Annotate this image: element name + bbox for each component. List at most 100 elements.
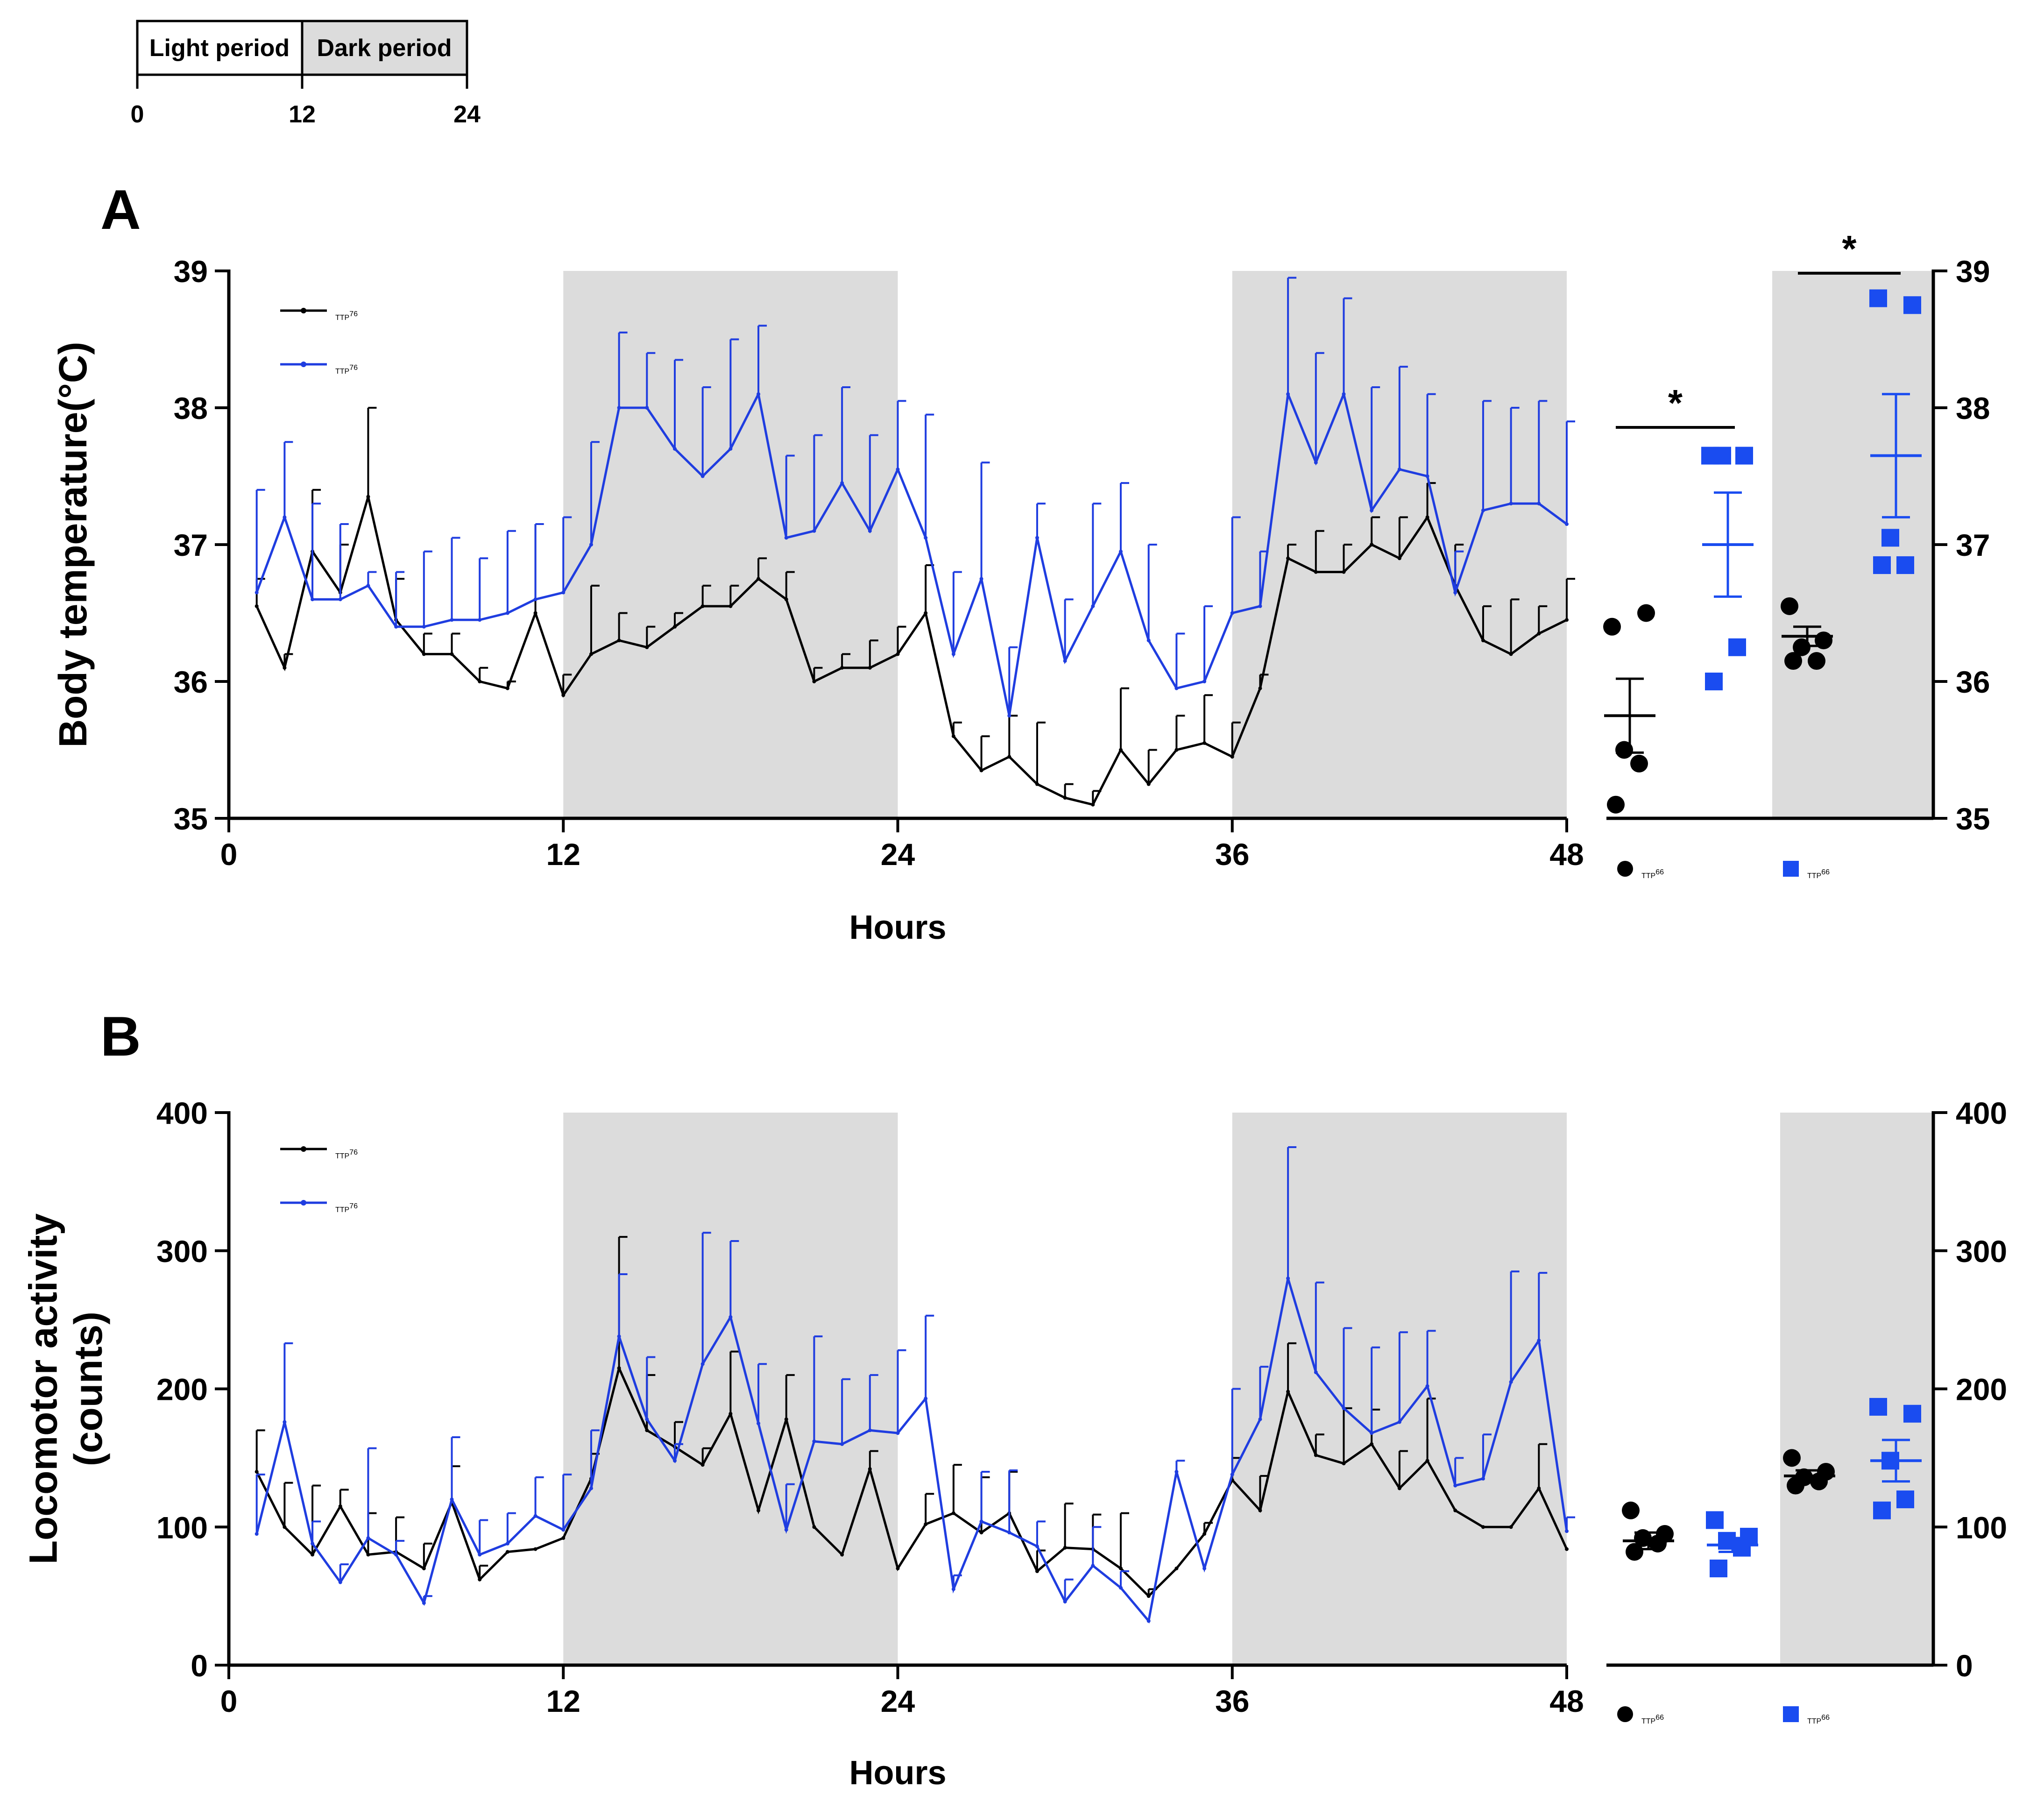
significance-star: * xyxy=(1842,228,1857,270)
wt-data-point xyxy=(422,1566,426,1570)
wt-data-point xyxy=(1342,570,1346,574)
wt-data-point xyxy=(617,1366,621,1370)
mut-data-point xyxy=(924,1397,928,1401)
mut-data-point xyxy=(394,1553,398,1557)
summary-point-mut xyxy=(1903,1405,1921,1423)
wt-data-point xyxy=(1481,638,1485,643)
wt-data-point xyxy=(1174,748,1179,752)
y-axis-label: Body temperature(°C) xyxy=(51,341,95,747)
mut-data-point xyxy=(896,1431,900,1435)
wt-data-point xyxy=(255,604,259,608)
mut-data-point xyxy=(255,1532,259,1536)
wt-data-point xyxy=(812,1525,816,1529)
wt-data-point xyxy=(311,1553,315,1557)
panel-label-a: A xyxy=(100,178,141,241)
mut-data-point xyxy=(757,1421,761,1426)
mut-data-point xyxy=(1202,1566,1207,1570)
mut-data-point xyxy=(311,1541,315,1546)
mut-data-point xyxy=(533,597,538,602)
legend-marker-wt xyxy=(301,1146,306,1152)
wt-series-line xyxy=(255,492,1568,806)
wt-data-point xyxy=(700,1463,705,1467)
mut-data-point xyxy=(896,467,900,471)
mut-data-point xyxy=(784,1528,788,1532)
wt-data-point xyxy=(283,1525,287,1529)
wt-data-point xyxy=(1035,1569,1039,1573)
mut-data-point xyxy=(1286,1276,1290,1280)
undefined: TTP76 xyxy=(335,310,358,322)
mut-data-point xyxy=(1091,1564,1095,1568)
summary-point-mut xyxy=(1713,447,1731,465)
wt-data-point xyxy=(979,768,983,773)
mut-data-point xyxy=(505,1541,509,1546)
summary-point-mut xyxy=(1869,1398,1887,1416)
mut-data-point xyxy=(1119,1586,1123,1590)
summary-point-wt xyxy=(1622,1501,1640,1519)
y-tick-label: 36 xyxy=(174,665,208,699)
mut-data-point xyxy=(1481,508,1485,512)
summary-y-tick-label: 39 xyxy=(1956,254,1990,289)
wt-data-point xyxy=(868,666,872,670)
summary-point-wt xyxy=(1781,597,1798,615)
mut-data-point xyxy=(812,1439,816,1443)
mut-data-point xyxy=(1565,1529,1569,1533)
x-tick-label: 12 xyxy=(546,837,580,872)
mut-data-point xyxy=(422,1601,426,1605)
summary-point-mut xyxy=(1896,556,1914,574)
wt-data-point xyxy=(561,1536,566,1540)
panel-label-b: B xyxy=(100,1005,141,1068)
mut-data-point xyxy=(840,1442,844,1446)
mut-data-point xyxy=(1174,686,1179,690)
wt-data-point xyxy=(840,666,844,670)
mut-data-point xyxy=(700,1362,705,1366)
summary-point-mut xyxy=(1733,1539,1751,1557)
mut-data-point xyxy=(617,1334,621,1339)
mut-data-point xyxy=(840,481,844,485)
wt-data-point xyxy=(422,652,426,656)
mut-data-point xyxy=(924,536,928,540)
mut-series-line xyxy=(255,390,1568,716)
y-tick-label: 300 xyxy=(156,1234,208,1269)
x-tick-label: 48 xyxy=(1549,1684,1584,1718)
mut-data-point xyxy=(1314,461,1318,465)
wt-data-point xyxy=(1146,1594,1151,1598)
summary-point-mut xyxy=(1903,296,1921,314)
y-tick-label: 200 xyxy=(156,1372,208,1407)
x-axis-label: Hours xyxy=(849,1754,946,1792)
wt-series-line xyxy=(255,1364,1568,1598)
undefined: TTP76 xyxy=(335,364,358,376)
mut-data-point xyxy=(1258,604,1262,608)
wt-data-point xyxy=(1063,1546,1067,1550)
mut-data-point xyxy=(478,1553,482,1557)
mut-data-point xyxy=(728,1315,733,1319)
mut-data-point xyxy=(1397,1420,1401,1424)
mut-data-point xyxy=(1509,1380,1513,1384)
wt-data-point xyxy=(1370,1442,1374,1446)
summary-point-wt xyxy=(1607,795,1625,814)
wt-data-point xyxy=(1007,755,1011,759)
wt-data-point xyxy=(505,686,509,690)
legend-marker-mut xyxy=(301,1200,306,1206)
mut-data-point xyxy=(478,618,482,622)
summary-y-tick-label: 400 xyxy=(1956,1096,2007,1130)
legend-marker-mut xyxy=(301,362,306,367)
wt-data-point xyxy=(1537,1486,1541,1490)
mut-data-point xyxy=(1146,638,1151,643)
mut-data-point xyxy=(673,1459,677,1463)
wt-data-point xyxy=(1565,618,1569,622)
wt-data-point xyxy=(1314,570,1318,574)
summary-legend-marker-wt xyxy=(1617,861,1633,877)
wt-data-point xyxy=(757,577,761,581)
wt-data-point xyxy=(896,652,900,656)
mut-data-point xyxy=(338,597,342,602)
mut-data-point xyxy=(951,1587,955,1591)
summary-point-mut xyxy=(1705,673,1723,690)
wt-data-point xyxy=(1258,1508,1262,1512)
mut-data-point xyxy=(533,1514,538,1518)
mut-data-point xyxy=(1537,1338,1541,1342)
wt-data-point xyxy=(728,604,733,608)
summary-point-mut xyxy=(1869,289,1887,307)
wt-data-point xyxy=(561,693,566,697)
mut-data-point xyxy=(561,1528,566,1532)
mut-data-point xyxy=(1063,1599,1067,1603)
